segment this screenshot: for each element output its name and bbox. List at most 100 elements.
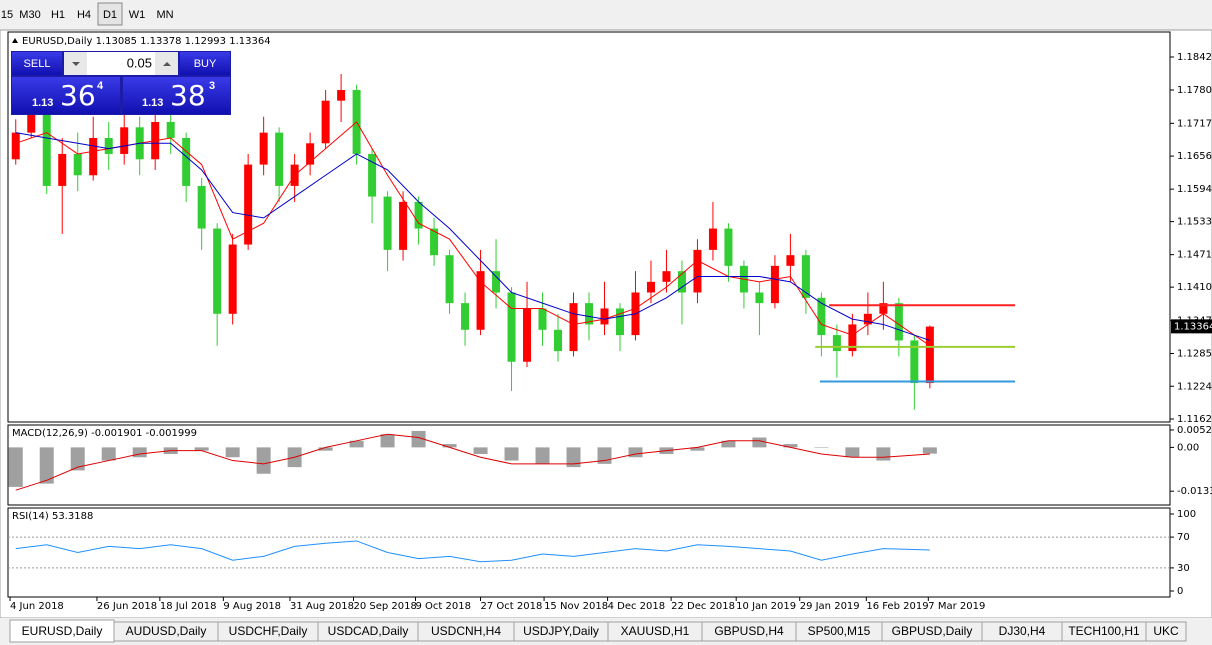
y-tick-label: 1.16560 [1177, 151, 1212, 162]
timeframe-button[interactable] [97, 2, 123, 26]
timeframe-button[interactable] [152, 3, 178, 25]
candle-body [523, 308, 532, 362]
bid-big: 1.13 [32, 97, 53, 109]
macd-bar [225, 447, 240, 458]
timeframe-button[interactable] [124, 3, 150, 25]
candle-body [894, 303, 903, 341]
candle-body [42, 108, 51, 186]
candle-body [11, 132, 20, 160]
macd-bar [349, 440, 364, 448]
moving-average [15, 132, 931, 341]
collapse-icon[interactable] [12, 38, 18, 43]
candle-body [337, 90, 346, 101]
rsi-title: RSI(14) 53.3188 [12, 511, 93, 522]
macd-bar [194, 447, 209, 451]
symbol-tab-label: USDCAD,Daily [328, 624, 409, 638]
rsi-line [15, 540, 930, 563]
candle-body [879, 303, 888, 314]
candle-body [104, 137, 113, 154]
symbol-tab[interactable] [1145, 621, 1187, 642]
candle-body [399, 201, 408, 250]
candle-body [476, 271, 485, 330]
macd-bar [566, 447, 581, 468]
candle-body [600, 308, 609, 325]
y-tick-label: 1.14710 [1177, 250, 1212, 261]
y-tick-label: 70 [1177, 532, 1190, 543]
candle-body [507, 292, 516, 362]
candle-body [383, 196, 392, 250]
candle-body [832, 335, 841, 352]
y-tick-label: 1.12240 [1177, 381, 1212, 392]
candle-body [615, 308, 624, 336]
x-tick-label: 26 Jun 2018 [97, 601, 157, 612]
arrow-up [163, 62, 171, 66]
symbol-tab-label: USDCNH,H4 [431, 624, 501, 638]
symbol-tab-label: GBPUSD,Daily [892, 624, 973, 638]
ask-box[interactable] [123, 77, 230, 114]
symbol-tab-label: GBPUSD,H4 [714, 624, 784, 638]
candle-body [27, 108, 36, 133]
candle-body [259, 132, 268, 165]
candle-body [538, 308, 547, 330]
macd-bar [442, 444, 457, 448]
candle-body [166, 121, 175, 138]
timeframe-label: W1 [129, 9, 146, 21]
symbol-tab-label: TECH100,H1 [1068, 624, 1140, 638]
y-tick-label: 1.15940 [1177, 184, 1212, 195]
macd-bar [783, 444, 798, 448]
y-tick-label: -0.01331 [1177, 486, 1212, 497]
macd-bar [8, 447, 23, 487]
timeframe-button[interactable] [46, 3, 70, 25]
macd-bar [380, 434, 395, 448]
chart-title: EURUSD,Daily 1.13085 1.13378 1.12993 1.1… [22, 36, 271, 47]
candle-body [708, 228, 717, 250]
y-tick-label: 0 [1177, 586, 1183, 597]
main-panel [7, 31, 1171, 423]
macd-bar [504, 447, 519, 461]
timeframe-label: MN [156, 9, 173, 21]
candle-body [213, 228, 222, 314]
buy-button[interactable] [180, 52, 230, 75]
macd-bar [628, 447, 643, 458]
macd-bar [411, 430, 426, 448]
candle-body [585, 303, 593, 325]
y-tick-label: 1.17175 [1177, 118, 1212, 129]
rsi-panel [7, 507, 1171, 598]
lot-input[interactable] [87, 52, 155, 75]
x-tick-label: 15 Nov 2018 [544, 601, 608, 612]
y-tick-label: 30 [1177, 563, 1190, 574]
candle-body [228, 244, 237, 314]
macd-bar [101, 447, 116, 461]
candle-body [662, 271, 671, 282]
ask-pips: 38 [170, 79, 206, 112]
y-tick-label: 1.15330 [1177, 217, 1212, 228]
macd-panel [7, 424, 1171, 506]
candle-body [569, 303, 578, 352]
candle-body [461, 303, 470, 330]
buy-label: BUY [194, 58, 217, 70]
x-tick-label: 16 Feb 2019 [866, 601, 928, 612]
macd-bar [814, 447, 829, 448]
sell-button[interactable] [12, 52, 62, 75]
candle-body [801, 255, 810, 298]
y-tick-label: 1.12855 [1177, 348, 1212, 359]
bid-pips: 36 [60, 79, 96, 112]
moving-average [15, 121, 931, 347]
macd-bar [535, 447, 550, 464]
toolbar [0, 0, 1212, 30]
timeframe-button[interactable] [16, 3, 44, 25]
candle-body [848, 324, 857, 352]
symbol-tab-label: AUDUSD,Daily [126, 624, 207, 638]
candle-body [197, 185, 206, 229]
macd-bar [70, 447, 85, 471]
timeframe-button[interactable] [0, 3, 14, 25]
macd-bar [39, 447, 54, 484]
arrow-down [72, 62, 80, 66]
timeframe-button[interactable] [72, 3, 96, 25]
symbol-tab-label: SP500,M15 [808, 624, 871, 638]
candle-body [770, 265, 779, 304]
bid-box[interactable] [12, 77, 120, 114]
y-tick-label: 1.17800 [1177, 85, 1212, 96]
